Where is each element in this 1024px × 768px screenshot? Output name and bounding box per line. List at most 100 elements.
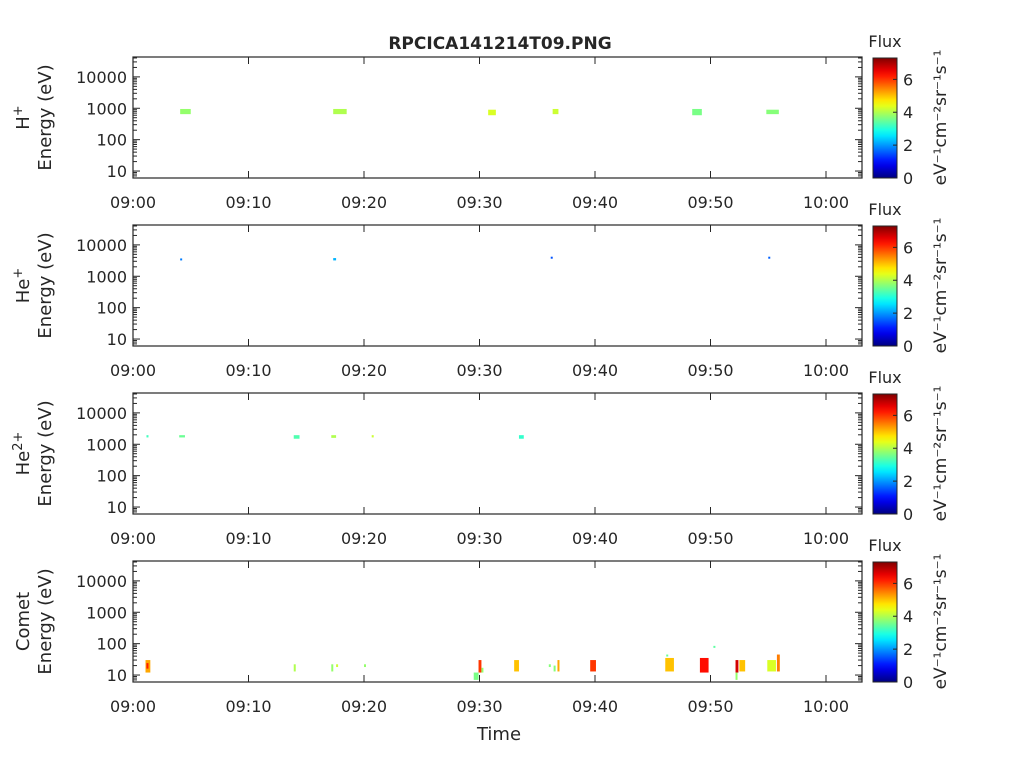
x-tick-label: 09:30 — [456, 697, 502, 716]
colorbar: Flux 0 2 4 6 eV⁻¹cm⁻²sr⁻¹s⁻¹ — [868, 536, 951, 692]
colorbar-label: eV⁻¹cm⁻²sr⁻¹s⁻¹ — [931, 554, 951, 690]
x-tick-label: 09:50 — [687, 193, 733, 212]
colorbar-tick-label: 4 — [903, 607, 913, 626]
x-tick-label: 09:40 — [572, 193, 618, 212]
flux-cell — [333, 258, 337, 261]
colorbar-tick-label: 2 — [903, 304, 913, 323]
colorbar-gradient — [872, 561, 898, 683]
flux-cell — [333, 108, 347, 115]
colorbar-tick-label: 2 — [903, 136, 913, 155]
x-tick-label: 09:10 — [225, 697, 271, 716]
colorbar-tick-label: 0 — [903, 169, 913, 188]
colorbar-tick-label: 2 — [903, 640, 913, 659]
panel-2: 09:00 09:10 09:20 09:30 09:40 09:50 10:00 10 100… — [11, 200, 952, 380]
flux-cell — [692, 108, 702, 116]
x-tick-label: 09:40 — [572, 361, 618, 380]
x-tick-label: 09:30 — [456, 529, 502, 548]
x-tick-label: 09:20 — [341, 529, 387, 548]
y-axis-label: Energy (eV) — [35, 568, 56, 674]
x-tick-label: 09:00 — [110, 361, 156, 380]
y-tick-label: 10000 — [76, 68, 127, 87]
colorbar-gradient — [872, 225, 898, 347]
flux-cell — [488, 109, 496, 116]
colorbar-title: Flux — [868, 32, 901, 51]
flux-cell — [371, 435, 374, 438]
y-tick-label: 1000 — [86, 603, 127, 622]
plot-frame — [132, 56, 863, 179]
x-tick-label: 10:00 — [803, 193, 849, 212]
colorbar: Flux 0 2 4 6 eV⁻¹cm⁻²sr⁻¹s⁻¹ — [868, 200, 951, 356]
flux-cell — [739, 660, 746, 672]
x-tick-label: 09:50 — [687, 529, 733, 548]
flux-cell — [548, 664, 551, 668]
colorbar-tick-label: 6 — [903, 238, 913, 257]
flux-cell — [293, 435, 300, 439]
colorbar: Flux 0 2 4 6 eV⁻¹cm⁻²sr⁻¹s⁻¹ — [868, 32, 951, 188]
flux-cell — [776, 654, 780, 672]
y-tick-label: 1000 — [86, 435, 127, 454]
flux-cell — [665, 657, 674, 672]
flux-cell — [473, 672, 479, 680]
y-axis-label: Energy (eV) — [35, 64, 56, 170]
flux-cell — [331, 664, 334, 672]
x-tick-label: 09:40 — [572, 529, 618, 548]
colorbar-gradient — [872, 57, 898, 179]
flux-cell — [146, 663, 149, 669]
colorbar-gradient — [872, 393, 898, 515]
x-tick-label: 09:10 — [225, 193, 271, 212]
colorbar-label: eV⁻¹cm⁻²sr⁻¹s⁻¹ — [931, 218, 951, 354]
y-tick-label: 10000 — [76, 236, 127, 255]
x-tick-label: 09:30 — [456, 193, 502, 212]
species-label: He+ — [11, 268, 35, 304]
flux-cell — [550, 256, 553, 259]
x-tick-label: 09:20 — [341, 361, 387, 380]
x-tick-label: 09:20 — [341, 697, 387, 716]
colorbar-title: Flux — [868, 200, 901, 219]
colorbar-tick-label: 0 — [903, 505, 913, 524]
x-tick-label: 09:50 — [687, 697, 733, 716]
plot-frame — [132, 224, 863, 347]
colorbar: Flux 0 2 4 6 eV⁻¹cm⁻²sr⁻¹s⁻¹ — [868, 368, 951, 524]
flux-cell — [699, 657, 709, 673]
x-tick-label: 10:00 — [803, 361, 849, 380]
y-tick-label: 1000 — [86, 267, 127, 286]
colorbar-tick-label: 0 — [903, 673, 913, 692]
colorbar-tick-label: 4 — [903, 103, 913, 122]
x-tick-label: 09:00 — [110, 193, 156, 212]
x-tick-label: 09:50 — [687, 361, 733, 380]
flux-cell — [336, 664, 339, 668]
flux-cell — [735, 660, 739, 673]
y-tick-label: 10000 — [76, 572, 127, 591]
y-tick-label: 100 — [96, 635, 127, 654]
chart-title: RPCICA141214T09.PNG — [388, 34, 611, 54]
y-tick-label: 10 — [107, 330, 127, 349]
y-tick-label: 10000 — [76, 404, 127, 423]
panel-3: 09:00 09:10 09:20 09:30 09:40 09:50 10:00 10 100… — [11, 368, 952, 548]
flux-cell — [293, 664, 296, 672]
x-tick-label: 10:00 — [803, 697, 849, 716]
x-tick-label: 09:00 — [110, 529, 156, 548]
y-tick-label: 100 — [96, 299, 127, 318]
colorbar-tick-label: 4 — [903, 271, 913, 290]
x-tick-label: 09:10 — [225, 361, 271, 380]
colorbar-tick-label: 6 — [903, 574, 913, 593]
flux-cell — [364, 664, 367, 668]
colorbar-title: Flux — [868, 536, 901, 555]
x-tick-label: 09:10 — [225, 529, 271, 548]
y-tick-label: 10 — [107, 666, 127, 685]
species-label: He2+ — [11, 432, 35, 476]
flux-cell — [518, 435, 524, 439]
panel-4: 09:00 09:10 09:20 09:30 09:40 09:50 10:00 10 100… — [13, 536, 951, 716]
flux-cell — [553, 665, 556, 672]
colorbar-tick-label: 6 — [903, 406, 913, 425]
flux-cell — [766, 109, 779, 115]
flux-cell — [179, 435, 185, 438]
flux-cell — [146, 435, 149, 438]
flux-cell — [331, 435, 337, 438]
colorbar-label: eV⁻¹cm⁻²sr⁻¹s⁻¹ — [931, 386, 951, 522]
y-tick-label: 100 — [96, 467, 127, 486]
flux-cell — [180, 258, 183, 261]
y-axis-label: Energy (eV) — [35, 400, 56, 506]
colorbar-label: eV⁻¹cm⁻²sr⁻¹s⁻¹ — [931, 50, 951, 186]
